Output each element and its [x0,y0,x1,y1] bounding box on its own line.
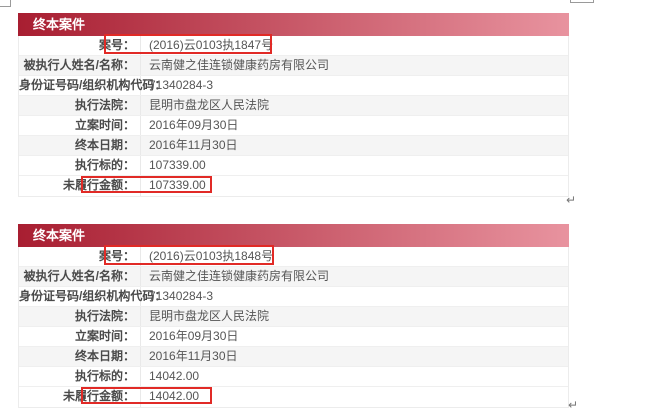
case-row-org-code: 身份证号码/组织机构代码： 71340284-3 [19,287,568,307]
paragraph-mark-icon: ↵ [568,398,579,412]
case-row-court: 执行法院： 昆明市盘龙区人民法院 [19,307,568,327]
row-label: 案号： [19,36,141,55]
case-row-org-code: 身份证号码/组织机构代码： 71340284-3 [19,76,568,96]
closed-case-panel-1: 终本案件 案号： (2016)云0103执1847号 被执行人姓名/名称： 云南… [18,13,569,197]
row-value: (2016)云0103执1848号 [149,249,274,263]
row-value: 71340284-3 [149,78,214,92]
case-row-target-amount: 执行标的： 14042.00 [19,367,568,387]
case-row-target-amount: 执行标的： 107339.00 [19,156,568,176]
row-label: 执行法院： [19,307,141,326]
panel-header: 终本案件 [18,224,569,247]
row-label: 身份证号码/组织机构代码： [19,287,166,306]
case-row-caseno: 案号： (2016)云0103执1847号 [19,34,568,56]
row-value: 14042.00 [149,389,200,403]
row-label: 案号： [19,247,141,266]
row-value: 71340284-3 [149,289,214,303]
case-row-debtor-name: 被执行人姓名/名称： 云南健之佳连锁健康药房有限公司 [19,56,568,76]
case-row-closing-date: 终本日期： 2016年11月30日 [19,347,568,367]
row-value: 107339.00 [149,158,206,172]
row-label: 身份证号码/组织机构代码： [19,76,166,95]
row-label: 执行标的： [19,367,141,386]
row-value: 昆明市盘龙区人民法院 [149,309,270,323]
paragraph-mark-icon: ↵ [566,193,577,207]
case-table: 案号： (2016)云0103执1847号 被执行人姓名/名称： 云南健之佳连锁… [18,34,569,197]
row-label: 未履行金额： [19,176,141,196]
row-label: 被执行人姓名/名称： [19,267,141,286]
row-value: 云南健之佳连锁健康药房有限公司 [149,269,330,283]
case-row-closing-date: 终本日期： 2016年11月30日 [19,136,568,156]
panel-header: 终本案件 [18,13,569,36]
cropped-annotation-corner-icon [570,0,594,3]
case-row-debtor-name: 被执行人姓名/名称： 云南健之佳连锁健康药房有限公司 [19,267,568,287]
panel-title: 终本案件 [33,17,86,32]
cropped-annotation-corner-icon [0,0,11,7]
case-row-caseno: 案号： (2016)云0103执1848号 [19,245,568,267]
row-value: 2016年11月30日 [149,349,238,363]
row-value: 2016年09月30日 [149,118,239,132]
closed-case-panel-2: 终本案件 案号： (2016)云0103执1848号 被执行人姓名/名称： 云南… [18,224,569,408]
row-label: 执行标的： [19,156,141,175]
row-value: 2016年09月30日 [149,329,239,343]
row-label: 执行法院： [19,96,141,115]
row-label: 立案时间： [19,327,141,346]
row-value: 2016年11月30日 [149,138,238,152]
row-value: 14042.00 [149,369,200,383]
row-label: 立案时间： [19,116,141,135]
row-value: 昆明市盘龙区人民法院 [149,98,270,112]
case-row-court: 执行法院： 昆明市盘龙区人民法院 [19,96,568,116]
row-label: 未履行金额： [19,387,141,407]
row-value: 云南健之佳连锁健康药房有限公司 [149,58,330,72]
panel-title: 终本案件 [33,228,86,243]
row-label: 终本日期： [19,136,141,155]
row-label: 被执行人姓名/名称： [19,56,141,75]
case-row-filing-date: 立案时间： 2016年09月30日 [19,116,568,136]
case-row-filing-date: 立案时间： 2016年09月30日 [19,327,568,347]
case-row-unfulfilled-amount: 未履行金额： 107339.00 [19,176,568,196]
row-value: (2016)云0103执1847号 [149,38,274,52]
row-value: 107339.00 [149,178,206,192]
case-table: 案号： (2016)云0103执1848号 被执行人姓名/名称： 云南健之佳连锁… [18,245,569,408]
row-label: 终本日期： [19,347,141,366]
case-row-unfulfilled-amount: 未履行金额： 14042.00 [19,387,568,407]
